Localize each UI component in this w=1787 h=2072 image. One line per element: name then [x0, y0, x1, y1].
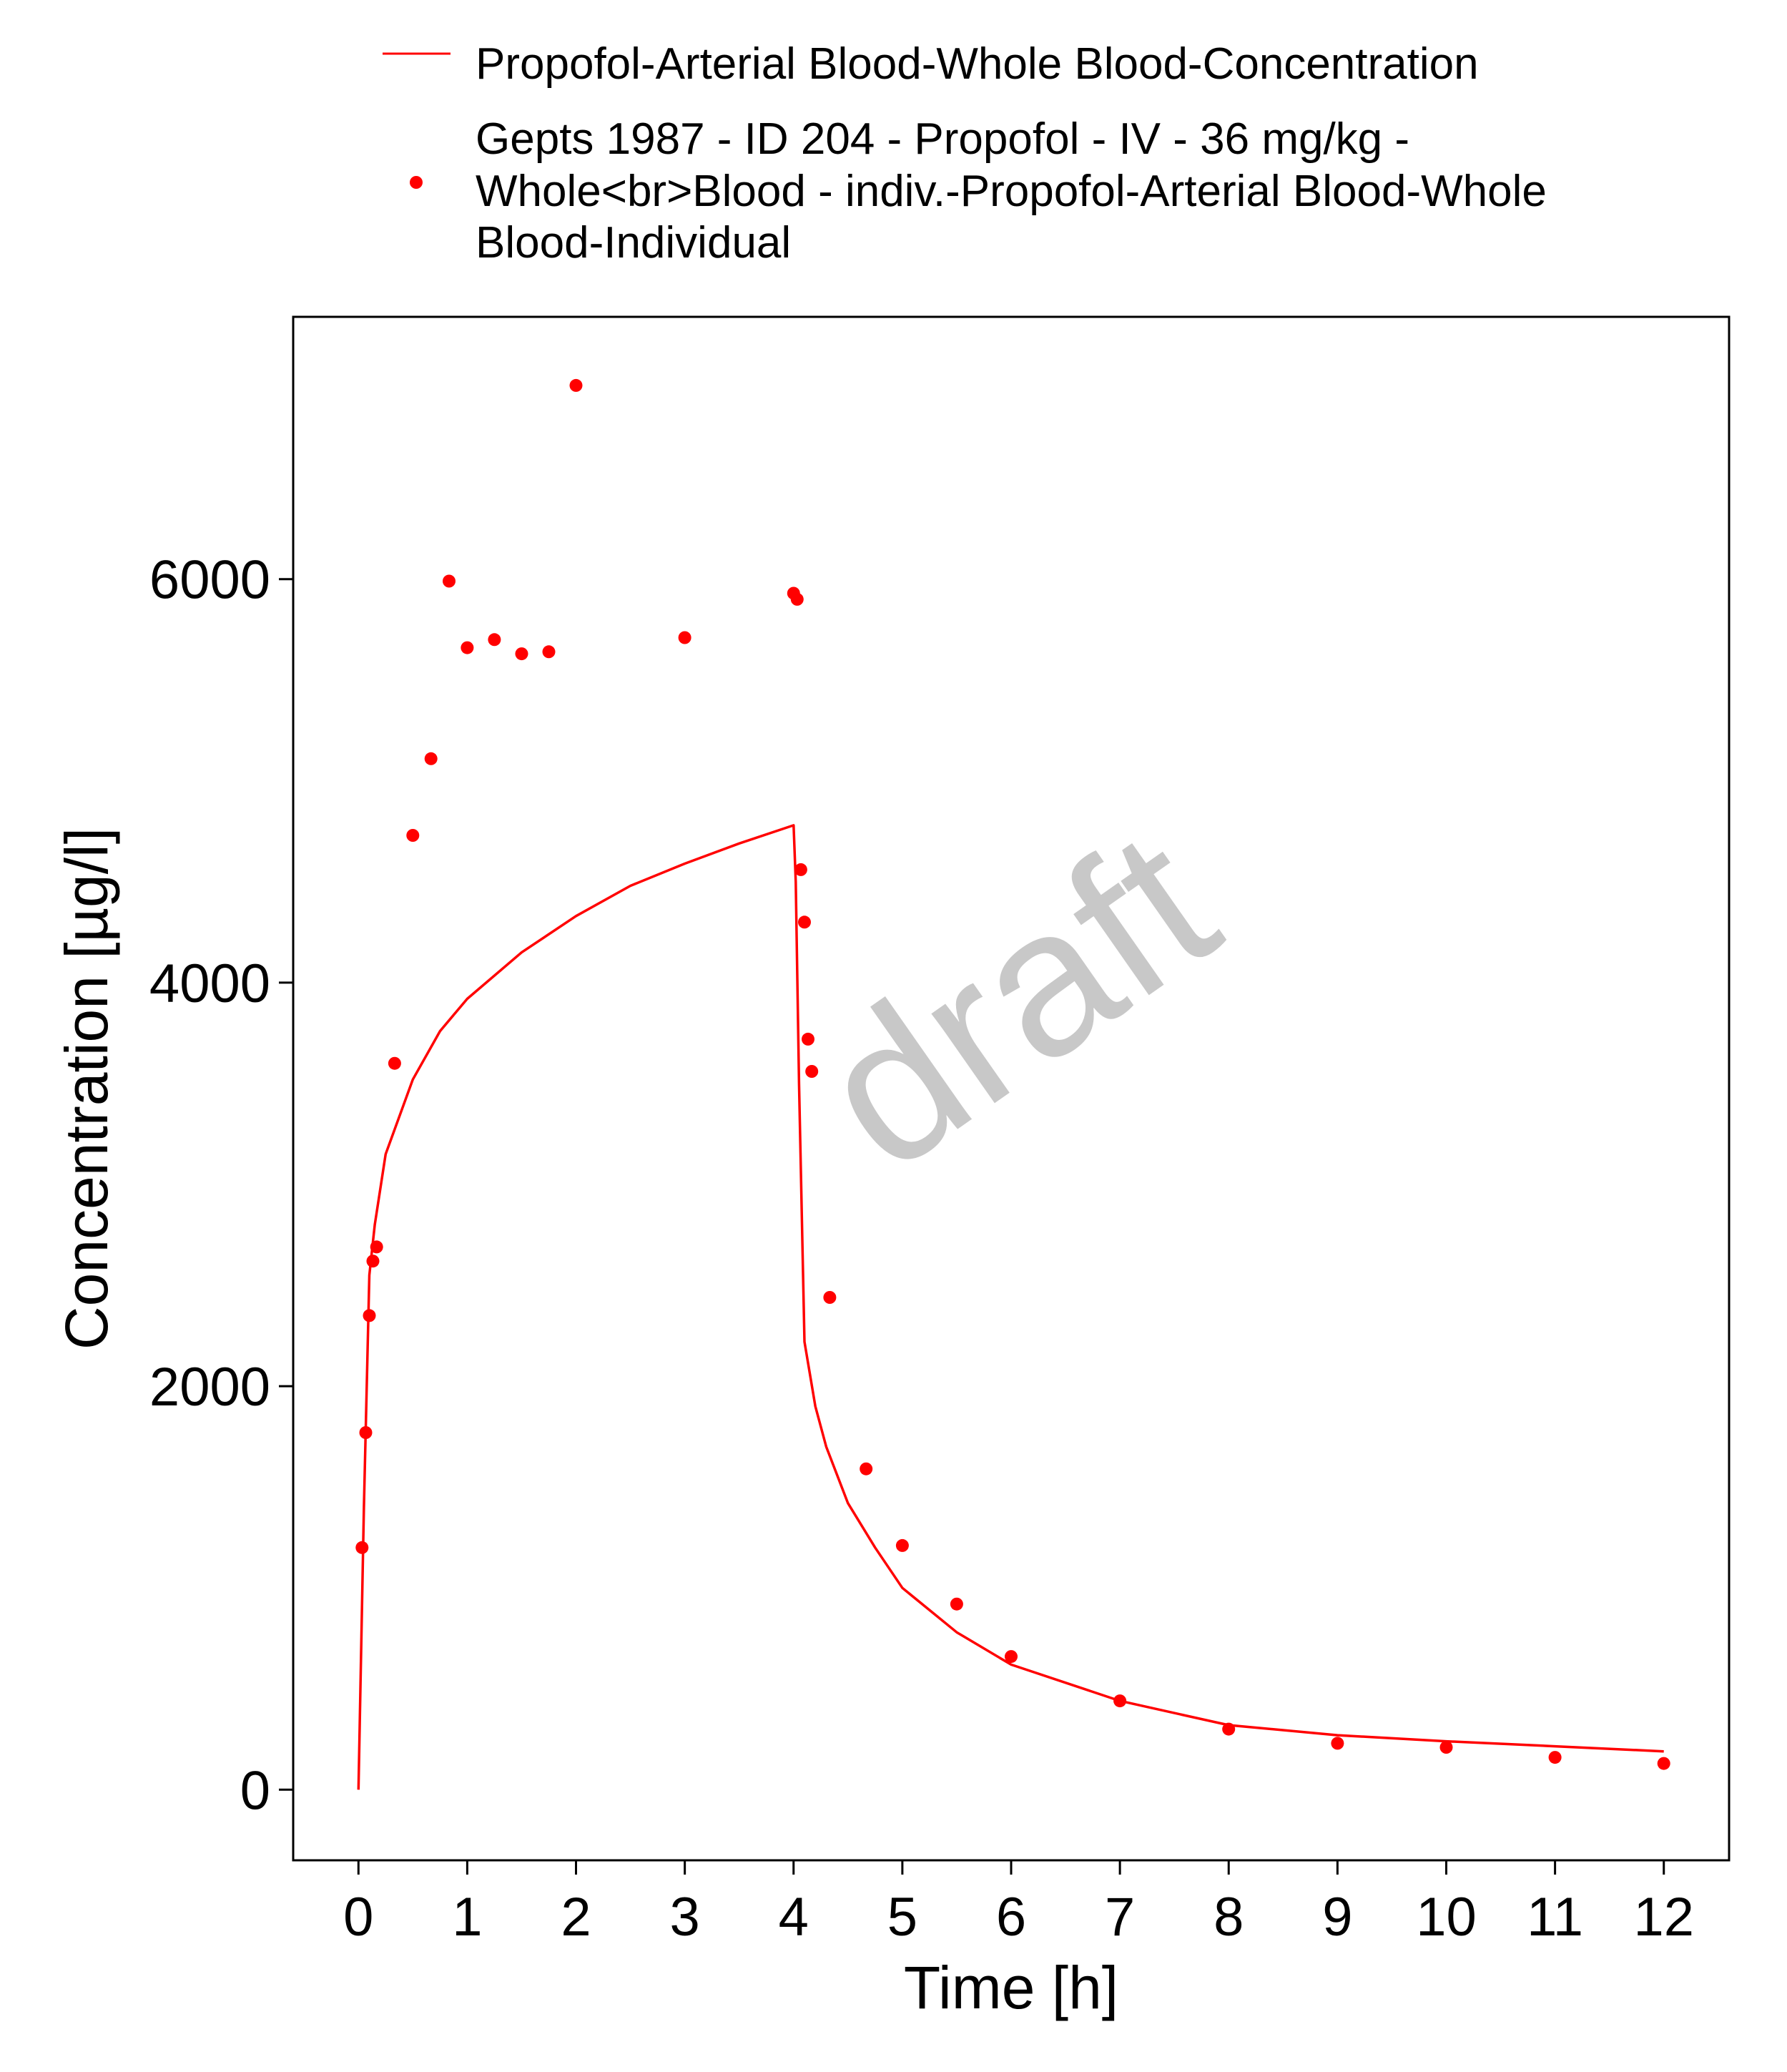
- observed-data-point: [802, 1032, 814, 1046]
- legend-points-label-line-2: Whole<br>Blood - indiv.-Propofol-Arteria…: [476, 167, 1547, 216]
- observed-data-point: [1657, 1757, 1670, 1770]
- legend: Propofol-Arterial Blood-Whole Blood-Conc…: [383, 39, 1547, 267]
- observed-data-point: [366, 1255, 380, 1268]
- observed-data-point: [1331, 1737, 1344, 1750]
- y-tick-label: 4000: [149, 953, 270, 1014]
- y-tick-label: 6000: [149, 550, 270, 611]
- x-tick-label: 9: [1322, 1887, 1352, 1948]
- observed-data-point: [805, 1065, 819, 1078]
- observed-data-point: [355, 1541, 369, 1554]
- observed-data-point: [370, 1240, 383, 1254]
- observed-data-point: [461, 641, 474, 654]
- y-axis-title: Concentration [µg/l]: [53, 828, 120, 1350]
- x-tick-label: 10: [1416, 1887, 1477, 1948]
- series-observed-individual: [355, 378, 1670, 1770]
- observed-data-point: [794, 863, 807, 876]
- observed-data-point: [678, 631, 691, 644]
- x-tick-label: 7: [1105, 1887, 1135, 1948]
- x-tick-label: 3: [669, 1887, 699, 1948]
- observed-data-point: [388, 1056, 401, 1070]
- x-tick-label: 1: [452, 1887, 482, 1948]
- observed-data-point: [515, 647, 528, 661]
- legend-line-label: Propofol-Arterial Blood-Whole Blood-Conc…: [476, 39, 1479, 89]
- y-axis: 0 2000 4000 6000: [149, 550, 293, 1821]
- observed-data-point: [790, 592, 804, 606]
- x-axis: 0 1 2 3 4 5 6 7 8 9 10 11 12: [343, 1860, 1694, 1948]
- observed-data-point: [424, 752, 438, 765]
- observed-data-point: [1439, 1741, 1453, 1754]
- y-tick-label: 2000: [149, 1357, 270, 1418]
- x-tick-label: 0: [343, 1887, 373, 1948]
- x-tick-label: 2: [561, 1887, 591, 1948]
- observed-data-point: [406, 829, 420, 842]
- x-tick-label: 8: [1214, 1887, 1244, 1948]
- x-tick-label: 6: [996, 1887, 1026, 1948]
- observed-data-point: [1113, 1694, 1127, 1708]
- x-axis-title: Time [h]: [904, 1954, 1118, 2021]
- observed-data-point: [488, 633, 501, 647]
- x-tick-label: 4: [779, 1887, 809, 1948]
- series-simulated-concentration: [357, 824, 1664, 1790]
- observed-data-point: [542, 645, 556, 659]
- observed-data-point: [1548, 1751, 1562, 1764]
- observed-data-point: [569, 378, 583, 392]
- legend-points-label-line-1: Gepts 1987 - ID 204 - Propofol - IV - 36…: [476, 114, 1409, 164]
- observed-data-point: [1005, 1650, 1018, 1664]
- x-tick-label: 12: [1633, 1887, 1694, 1948]
- watermark-draft: draft: [781, 785, 1254, 1214]
- x-tick-label: 11: [1527, 1887, 1583, 1948]
- y-tick-label: 0: [240, 1760, 270, 1821]
- observed-data-point: [798, 915, 811, 929]
- legend-points-label-line-3: Blood-Individual: [476, 218, 791, 267]
- simulated-concentration-line: [357, 824, 1664, 1790]
- observed-data-point: [1222, 1722, 1236, 1736]
- legend-point-key: [410, 176, 423, 189]
- observed-data-point: [363, 1309, 376, 1322]
- observed-data-point: [443, 574, 456, 588]
- observed-data-point: [359, 1426, 373, 1439]
- observed-data-point: [950, 1597, 963, 1611]
- x-tick-label: 5: [887, 1887, 917, 1948]
- observed-data-point: [823, 1291, 837, 1304]
- observed-data-point: [860, 1462, 873, 1476]
- observed-data-point: [895, 1538, 909, 1552]
